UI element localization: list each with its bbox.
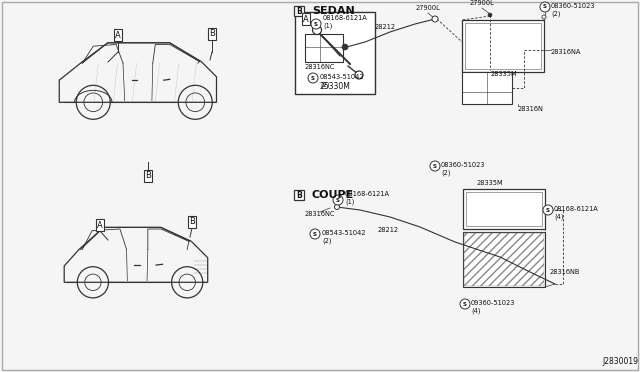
Text: 28335M: 28335M [491,71,517,77]
Circle shape [333,195,343,205]
Text: 08360-51023
(2): 08360-51023 (2) [441,162,486,176]
Text: COUPE: COUPE [312,190,355,200]
Circle shape [543,205,553,215]
Text: 27900L: 27900L [470,0,494,6]
Text: 28212: 28212 [374,24,396,30]
Text: S: S [311,76,315,80]
Text: 25330M: 25330M [319,82,351,91]
Text: 09360-51023
(4): 09360-51023 (4) [471,300,515,314]
Text: 08360-51023
(2): 08360-51023 (2) [551,3,595,17]
FancyBboxPatch shape [462,72,512,104]
Text: S: S [546,208,550,212]
Text: B: B [145,171,151,180]
Text: 28316NB: 28316NB [550,269,580,275]
Text: S: S [463,301,467,307]
Circle shape [542,15,546,19]
Circle shape [546,208,550,212]
Text: 28316NC: 28316NC [305,64,335,70]
Circle shape [488,13,492,17]
Circle shape [308,73,318,83]
Text: 28335M: 28335M [477,180,503,186]
Text: 28316N: 28316N [518,106,544,112]
Text: B: B [296,6,302,16]
Text: S: S [336,198,340,202]
Text: S: S [313,231,317,237]
Circle shape [432,16,438,22]
Text: A: A [97,221,103,230]
Text: S: S [543,4,547,10]
Circle shape [430,161,440,171]
Circle shape [460,299,470,309]
Circle shape [342,44,348,50]
Circle shape [355,71,363,79]
Text: B: B [209,29,215,38]
Circle shape [311,19,321,29]
FancyBboxPatch shape [463,189,545,229]
Text: B: B [296,190,302,199]
Text: J2830019: J2830019 [602,357,638,366]
FancyBboxPatch shape [462,20,544,72]
Text: S: S [314,22,318,26]
Text: 08168-6121A
(1): 08168-6121A (1) [323,15,368,29]
FancyBboxPatch shape [463,232,545,287]
Circle shape [540,2,550,12]
Text: 08543-51042
(2): 08543-51042 (2) [320,74,365,88]
Text: 08168-6121A
(4): 08168-6121A (4) [554,206,599,220]
Text: 28316NC: 28316NC [305,211,335,217]
Text: A: A [303,15,309,23]
FancyBboxPatch shape [294,190,304,200]
Text: 27900L: 27900L [415,5,440,11]
Circle shape [335,205,339,209]
Circle shape [312,26,321,35]
Text: 28212: 28212 [378,227,399,233]
Text: 28316NA: 28316NA [551,49,581,55]
Text: A: A [115,31,121,39]
Text: 08543-51042
(2): 08543-51042 (2) [322,230,367,244]
FancyBboxPatch shape [305,34,343,62]
FancyBboxPatch shape [466,192,542,226]
Text: 0B168-6121A
(1): 0B168-6121A (1) [345,191,390,205]
FancyBboxPatch shape [295,12,375,94]
Text: S: S [433,164,437,169]
Text: B: B [189,218,195,227]
FancyBboxPatch shape [294,6,304,16]
Circle shape [310,229,320,239]
FancyBboxPatch shape [465,23,541,69]
Text: SEDAN: SEDAN [312,6,355,16]
